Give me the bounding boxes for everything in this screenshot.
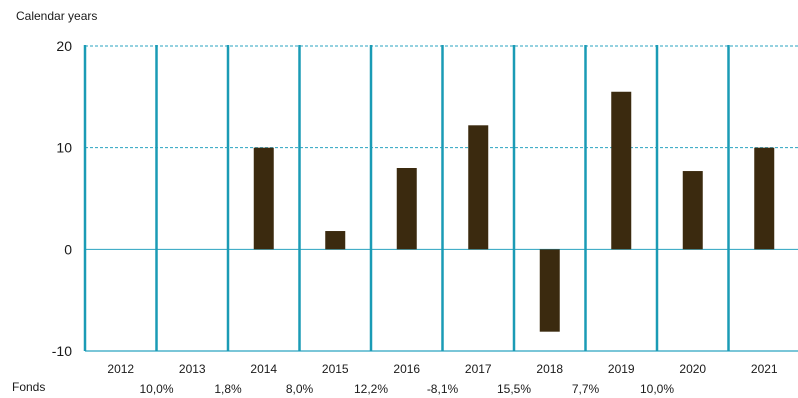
fonds-row-label: Fonds — [12, 380, 46, 394]
bar — [682, 171, 703, 250]
bar — [325, 231, 346, 250]
fonds-value: 7,7% — [572, 382, 600, 396]
x-tick-label: 2016 — [393, 362, 420, 376]
y-tick-label: 10 — [56, 140, 72, 156]
x-tick-label: 2019 — [608, 362, 635, 376]
x-tick-label: 2021 — [751, 362, 778, 376]
fonds-value: 8,0% — [286, 382, 314, 396]
fonds-value: 12,2% — [354, 382, 388, 396]
bar — [754, 147, 775, 250]
fonds-value: 15,5% — [497, 382, 531, 396]
x-tick-label: 2020 — [679, 362, 706, 376]
x-tick-label: 2015 — [322, 362, 349, 376]
fonds-value: 10,0% — [139, 382, 173, 396]
x-tick-label: 2014 — [250, 362, 277, 376]
x-tick-label: 2012 — [107, 362, 134, 376]
x-tick-label: 2018 — [536, 362, 563, 376]
bar — [539, 249, 560, 332]
fonds-value: 1,8% — [214, 382, 242, 396]
bar — [253, 147, 274, 250]
bar — [468, 125, 489, 250]
y-tick-label: 0 — [64, 241, 72, 257]
fonds-value: 10,0% — [640, 382, 674, 396]
chart-caption: Calendar years — [16, 9, 98, 23]
bar — [611, 91, 632, 250]
y-tick-label: 20 — [56, 38, 72, 54]
fonds-value: -8,1% — [427, 382, 459, 396]
x-tick-label: 2017 — [465, 362, 492, 376]
y-tick-label: -10 — [52, 343, 72, 359]
bar — [396, 168, 417, 250]
x-tick-label: 2013 — [179, 362, 206, 376]
